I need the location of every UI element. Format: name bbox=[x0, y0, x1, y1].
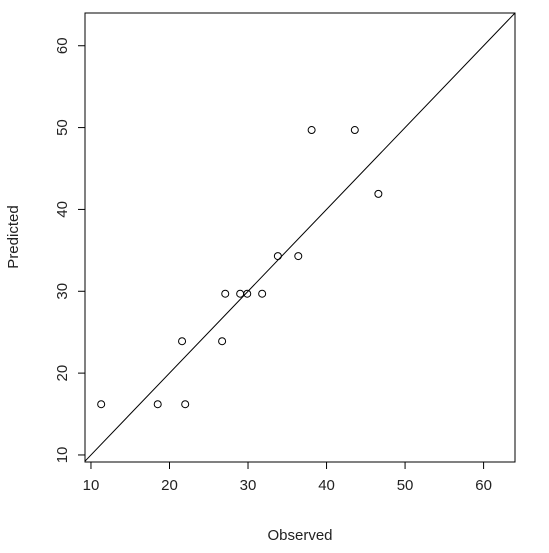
y-tick-label: 40 bbox=[54, 201, 71, 218]
plot-frame bbox=[84, 12, 516, 463]
point bbox=[178, 337, 187, 346]
x-tick-label: 30 bbox=[240, 477, 257, 494]
x-tick-label: 40 bbox=[318, 477, 335, 494]
x-tick-label: 20 bbox=[161, 477, 178, 494]
point bbox=[221, 289, 230, 298]
point bbox=[97, 400, 106, 409]
point bbox=[218, 337, 227, 346]
point bbox=[350, 126, 359, 135]
x-axis-label: Observed bbox=[267, 527, 332, 544]
point bbox=[294, 252, 303, 261]
point bbox=[236, 289, 245, 298]
y-axis-label: Predicted bbox=[5, 205, 22, 268]
point bbox=[243, 289, 252, 298]
point bbox=[374, 189, 383, 198]
point bbox=[258, 289, 267, 298]
x-tick-label: 60 bbox=[475, 477, 492, 494]
y-tick-label: 30 bbox=[54, 283, 71, 300]
y-tick-label: 10 bbox=[54, 447, 71, 464]
reference-line bbox=[85, 13, 515, 462]
point bbox=[273, 252, 282, 261]
point bbox=[153, 400, 162, 409]
point bbox=[181, 400, 190, 409]
x-tick-label: 10 bbox=[83, 477, 100, 494]
y-tick-label: 20 bbox=[54, 365, 71, 382]
x-tick-label: 50 bbox=[397, 477, 414, 494]
y-tick-label: 60 bbox=[54, 37, 71, 54]
y-tick-label: 50 bbox=[54, 119, 71, 136]
point bbox=[307, 126, 316, 135]
